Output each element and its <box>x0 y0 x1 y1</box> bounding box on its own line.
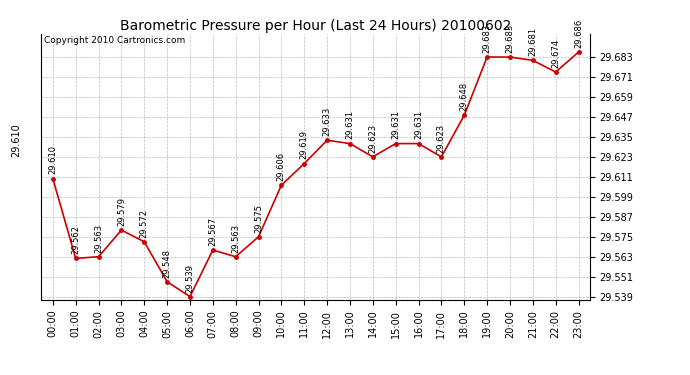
Text: 29.579: 29.579 <box>117 197 126 226</box>
Text: 29.633: 29.633 <box>323 107 332 136</box>
Text: 29.575: 29.575 <box>254 204 263 232</box>
Text: 29.631: 29.631 <box>414 110 423 140</box>
Text: 29.623: 29.623 <box>437 124 446 153</box>
Text: 29.683: 29.683 <box>482 24 491 53</box>
Text: 29.610: 29.610 <box>48 146 57 174</box>
Text: 29.631: 29.631 <box>391 110 400 140</box>
Text: 29.563: 29.563 <box>231 224 240 253</box>
Text: 29.610: 29.610 <box>12 123 21 157</box>
Text: 29.648: 29.648 <box>460 82 469 111</box>
Text: 29.619: 29.619 <box>299 130 308 159</box>
Text: 29.674: 29.674 <box>551 39 560 68</box>
Text: Copyright 2010 Cartronics.com: Copyright 2010 Cartronics.com <box>44 36 186 45</box>
Text: 29.548: 29.548 <box>163 249 172 278</box>
Text: 29.623: 29.623 <box>368 124 377 153</box>
Text: 29.631: 29.631 <box>346 110 355 140</box>
Text: 29.567: 29.567 <box>208 217 217 246</box>
Text: 29.562: 29.562 <box>71 225 80 254</box>
Text: 29.686: 29.686 <box>574 19 583 48</box>
Title: Barometric Pressure per Hour (Last 24 Hours) 20100602: Barometric Pressure per Hour (Last 24 Ho… <box>120 19 511 33</box>
Text: 29.681: 29.681 <box>529 27 538 56</box>
Text: 29.606: 29.606 <box>277 152 286 181</box>
Text: 29.683: 29.683 <box>506 24 515 53</box>
Text: 29.563: 29.563 <box>94 224 103 253</box>
Text: 29.572: 29.572 <box>140 209 149 238</box>
Text: 29.539: 29.539 <box>186 264 195 292</box>
